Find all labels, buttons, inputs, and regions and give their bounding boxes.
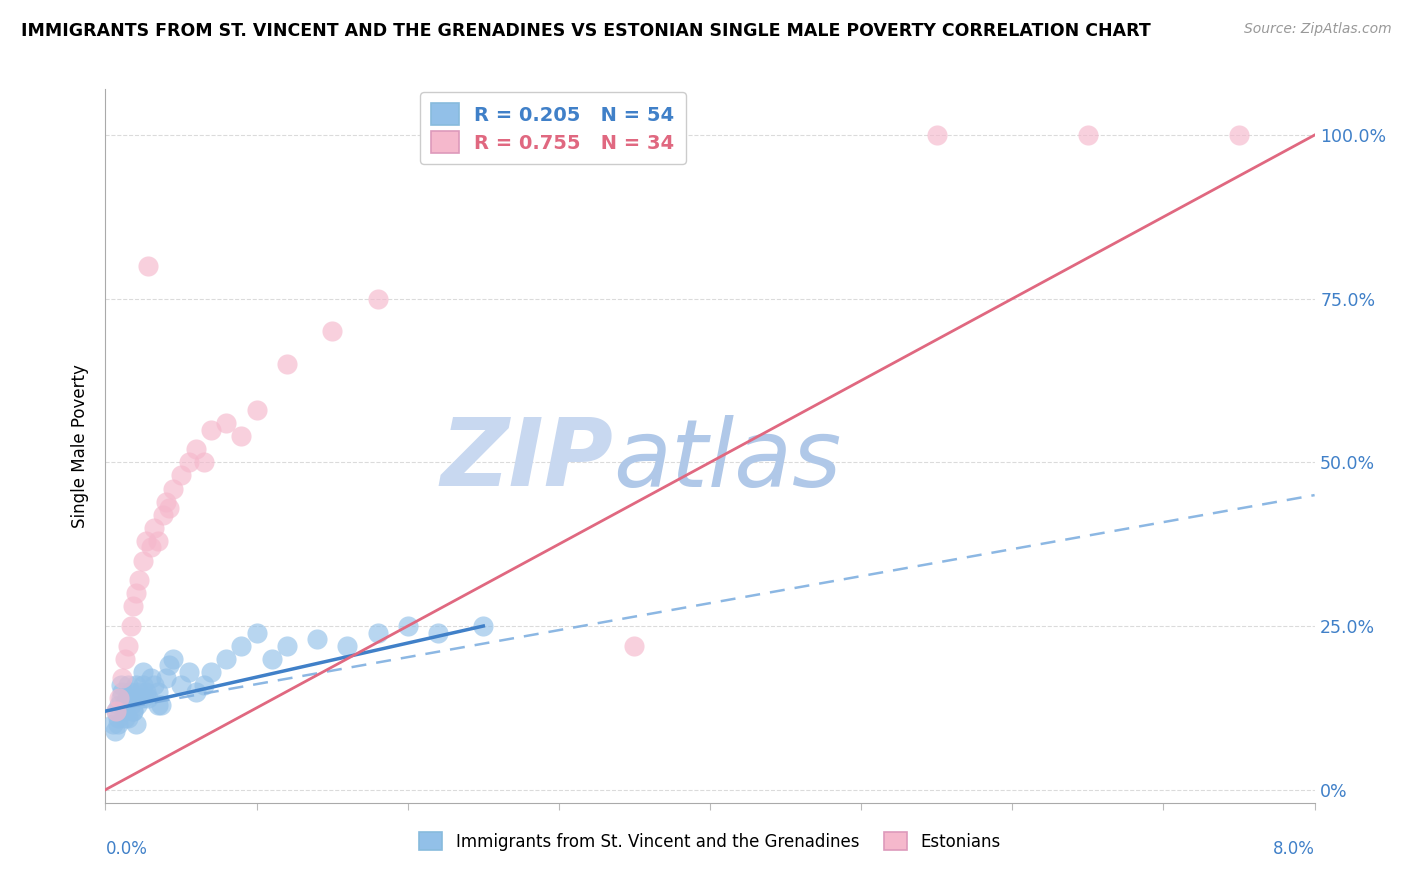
Point [321, 325, 343, 339]
Point [148, 533, 170, 548]
Point [215, 416, 238, 430]
Point [120, 698, 142, 712]
Point [367, 625, 389, 640]
Y-axis label: Single Male Poverty: Single Male Poverty [72, 364, 90, 528]
Point [925, 128, 948, 142]
Point [170, 468, 193, 483]
Text: IMMIGRANTS FROM ST. VINCENT AND THE GRENADINES VS ESTONIAN SINGLE MALE POVERTY C: IMMIGRANTS FROM ST. VINCENT AND THE GREN… [21, 22, 1152, 40]
Text: Source: ZipAtlas.com: Source: ZipAtlas.com [1244, 22, 1392, 37]
Point [396, 619, 419, 633]
Point [155, 494, 177, 508]
Point [157, 658, 180, 673]
Point [128, 573, 150, 587]
Point [125, 586, 148, 600]
Point [121, 704, 143, 718]
Legend: Immigrants from St. Vincent and the Grenadines, Estonians: Immigrants from St. Vincent and the Gren… [412, 825, 1008, 857]
Point [142, 521, 165, 535]
Point [108, 691, 131, 706]
Point [107, 717, 129, 731]
Point [132, 691, 155, 706]
Point [105, 704, 128, 718]
Point [200, 665, 222, 679]
Point [112, 698, 135, 712]
Point [117, 639, 139, 653]
Point [336, 639, 359, 653]
Point [246, 403, 269, 417]
Text: 8.0%: 8.0% [1272, 840, 1315, 858]
Point [110, 691, 132, 706]
Point [193, 678, 215, 692]
Point [276, 639, 298, 653]
Point [142, 678, 165, 692]
Point [122, 691, 145, 706]
Point [121, 704, 143, 718]
Point [120, 619, 142, 633]
Point [114, 652, 136, 666]
Point [200, 423, 222, 437]
Point [148, 698, 170, 712]
Point [231, 639, 253, 653]
Point [215, 652, 238, 666]
Point [623, 639, 645, 653]
Point [427, 625, 450, 640]
Point [186, 684, 208, 698]
Point [127, 698, 149, 712]
Point [129, 691, 152, 706]
Point [139, 672, 162, 686]
Point [135, 684, 157, 698]
Point [177, 665, 200, 679]
Point [135, 533, 157, 548]
Point [121, 599, 143, 614]
Point [1077, 128, 1099, 142]
Point [132, 665, 155, 679]
Point [276, 357, 298, 371]
Point [115, 691, 138, 706]
Point [136, 259, 159, 273]
Point [155, 672, 177, 686]
Point [307, 632, 329, 647]
Point [1227, 128, 1250, 142]
Point [111, 672, 134, 686]
Point [157, 501, 180, 516]
Point [108, 698, 131, 712]
Point [114, 704, 136, 718]
Point [132, 678, 155, 692]
Point [114, 711, 136, 725]
Point [472, 619, 495, 633]
Point [186, 442, 208, 457]
Point [148, 684, 170, 698]
Point [231, 429, 253, 443]
Point [152, 508, 174, 522]
Point [139, 541, 162, 555]
Point [246, 625, 269, 640]
Point [103, 723, 125, 738]
Point [117, 678, 139, 692]
Point [162, 482, 184, 496]
Point [136, 691, 159, 706]
Point [162, 652, 184, 666]
Point [117, 711, 139, 725]
Point [125, 678, 148, 692]
Text: atlas: atlas [613, 415, 842, 506]
Point [107, 711, 129, 725]
Point [118, 684, 141, 698]
Text: 0.0%: 0.0% [105, 840, 148, 858]
Point [177, 455, 200, 469]
Point [170, 678, 193, 692]
Point [111, 684, 134, 698]
Point [193, 455, 215, 469]
Point [128, 684, 150, 698]
Point [125, 717, 148, 731]
Point [367, 292, 389, 306]
Point [260, 652, 283, 666]
Point [132, 553, 155, 567]
Point [101, 717, 124, 731]
Point [110, 678, 132, 692]
Point [105, 704, 128, 718]
Text: ZIP: ZIP [440, 414, 613, 507]
Point [150, 698, 173, 712]
